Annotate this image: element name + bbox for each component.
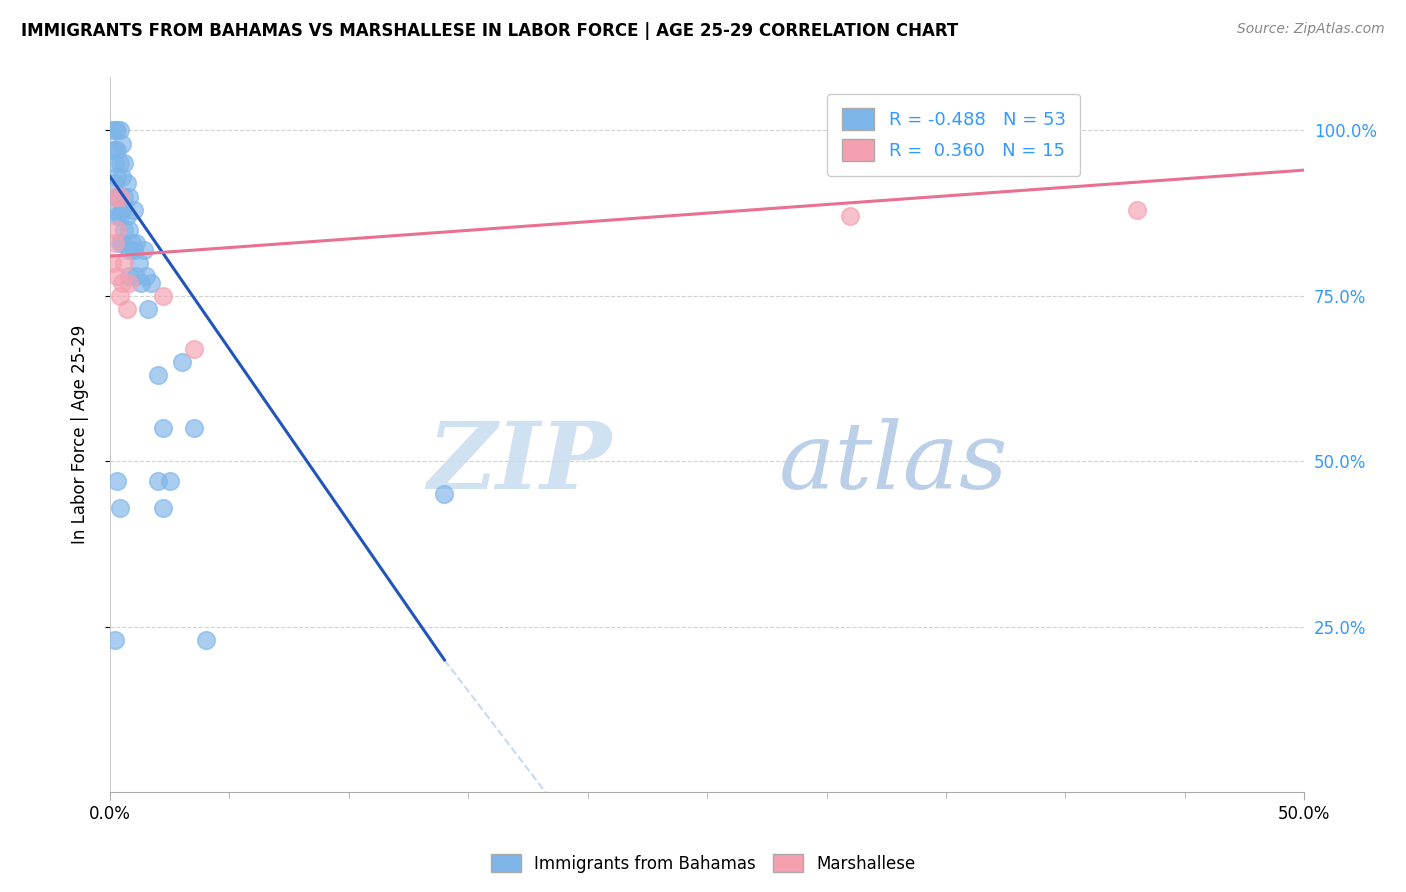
Point [433, 487, 456, 501]
Point [115, 302, 138, 317]
Point [111, 202, 134, 217]
Point [105, 169, 128, 184]
Text: Source: ZipAtlas.com: Source: ZipAtlas.com [1237, 22, 1385, 37]
Y-axis label: In Labor Force | Age 25-29: In Labor Force | Age 25-29 [72, 326, 89, 544]
Point [152, 289, 174, 303]
Point [111, 235, 134, 250]
Point [122, 243, 145, 257]
Point [112, 189, 135, 203]
Point [170, 355, 193, 369]
Point [104, 143, 127, 157]
Point [108, 289, 131, 303]
Point [105, 268, 128, 283]
Point [125, 268, 148, 283]
Point [104, 123, 127, 137]
Point [104, 189, 127, 203]
Point [146, 368, 169, 383]
Point [112, 222, 135, 236]
Point [1126, 202, 1149, 217]
Point [159, 474, 181, 488]
Point [108, 500, 131, 515]
Point [105, 143, 128, 157]
Point [132, 243, 155, 257]
Text: atlas: atlas [779, 418, 1008, 508]
Point [104, 177, 127, 191]
Point [112, 256, 135, 270]
Point [104, 235, 127, 250]
Text: IMMIGRANTS FROM BAHAMAS VS MARSHALLESE IN LABOR FORCE | AGE 25-29 CORRELATION CH: IMMIGRANTS FROM BAHAMAS VS MARSHALLESE I… [21, 22, 959, 40]
Point [105, 222, 128, 236]
Point [108, 189, 131, 203]
Point [146, 474, 169, 488]
Point [121, 235, 143, 250]
Point [108, 156, 131, 170]
Point [104, 202, 127, 217]
Point [118, 268, 141, 283]
Point [129, 276, 152, 290]
Point [101, 143, 124, 157]
Point [152, 421, 174, 435]
Point [101, 256, 124, 270]
Point [105, 474, 128, 488]
Point [104, 156, 127, 170]
Point [136, 302, 159, 317]
Point [105, 189, 128, 203]
Point [115, 210, 138, 224]
Point [128, 256, 150, 270]
Point [139, 276, 162, 290]
Point [118, 276, 141, 290]
Legend: R = -0.488   N = 53, R =  0.360   N = 15: R = -0.488 N = 53, R = 0.360 N = 15 [827, 94, 1080, 176]
Point [108, 210, 131, 224]
Point [118, 189, 141, 203]
Point [105, 210, 128, 224]
Point [112, 156, 135, 170]
Point [101, 123, 124, 137]
Point [111, 136, 134, 151]
Point [183, 342, 205, 356]
Point [183, 421, 205, 435]
Point [111, 276, 134, 290]
Point [118, 222, 141, 236]
Point [108, 123, 131, 137]
Legend: Immigrants from Bahamas, Marshallese: Immigrants from Bahamas, Marshallese [484, 847, 922, 880]
Point [125, 235, 148, 250]
Point [135, 268, 157, 283]
Point [118, 243, 141, 257]
Point [839, 210, 862, 224]
Point [122, 202, 145, 217]
Text: ZIP: ZIP [427, 418, 612, 508]
Point [108, 189, 131, 203]
Point [115, 177, 138, 191]
Point [194, 633, 217, 648]
Point [152, 500, 174, 515]
Point [104, 633, 127, 648]
Point [108, 235, 131, 250]
Point [111, 169, 134, 184]
Point [105, 123, 128, 137]
